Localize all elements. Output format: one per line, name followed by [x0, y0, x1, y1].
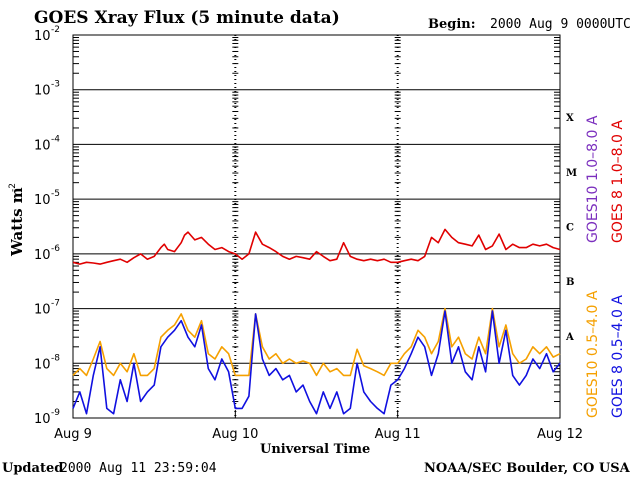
- chart-title: GOES Xray Flux (5 minute data): [34, 8, 340, 28]
- y-axis-label-sup: -2: [8, 183, 18, 192]
- y-tick-exponent: -6: [51, 244, 60, 254]
- y-tick-label: 10: [34, 193, 51, 208]
- updated-value: 2000 Aug 11 23:59:04: [60, 461, 217, 476]
- series-line: [72, 307, 561, 377]
- y-tick-label: 10: [34, 357, 51, 372]
- horizontal-gridlines: [73, 89, 560, 364]
- series-line: [72, 310, 561, 415]
- y-tick-label: 10: [34, 303, 51, 318]
- y-tick-exponent: -4: [51, 134, 60, 144]
- y-tick-exponent: -9: [51, 408, 60, 418]
- begin-value: 2000 Aug 9 0000UTC: [490, 17, 631, 32]
- x-tick-labels: Aug 9 Aug 10 Aug 11 Aug 12: [54, 410, 583, 442]
- y-tick-labels: 10-210-310-410-510-610-710-810-9: [34, 25, 60, 427]
- y-tick-label: 10: [34, 29, 51, 44]
- series-line: [72, 228, 561, 265]
- y-tick-label: 10: [34, 412, 51, 427]
- y-tick-label: 10: [34, 248, 51, 263]
- y-tick-exponent: -7: [51, 299, 60, 309]
- day-divider-lines: [234, 35, 399, 418]
- flare-class-label: B: [566, 277, 574, 288]
- y-tick-label: 10: [34, 138, 51, 153]
- series-lines: [72, 228, 561, 415]
- flare-class-label: X: [566, 113, 574, 124]
- legend: GOES10 1.0–8.0 A GOES10 0.5–4.0 A GOES 8 1…: [585, 115, 626, 418]
- y-tick-exponent: -5: [51, 189, 60, 199]
- begin-label: Begin:: [428, 17, 476, 32]
- y-tick-label: 10: [34, 84, 51, 99]
- x-tick-label: Aug 10: [212, 427, 258, 442]
- legend-entry: GOES10 0.5–4.0 A: [585, 290, 601, 418]
- y-axis-label-text: Watts m: [8, 187, 26, 257]
- flare-class-label: C: [566, 223, 574, 234]
- plot-frame: [72, 34, 561, 419]
- x-axis-label: Universal Time: [260, 442, 370, 457]
- y-tick-exponent: -8: [51, 353, 60, 363]
- flare-class-label: M: [566, 168, 577, 179]
- y-tick-exponent: -3: [51, 80, 60, 90]
- x-tick-label: Aug 9: [54, 427, 92, 442]
- y-axis-label: Watts m -2: [8, 183, 26, 257]
- x-tick-label: Aug 12: [537, 427, 583, 442]
- legend-entry: GOES10 1.0–8.0 A: [585, 115, 601, 243]
- updated-label: Updated: [2, 461, 63, 476]
- x-tick-label: Aug 11: [375, 427, 421, 442]
- flare-class-labels: X M C B A: [565, 113, 577, 343]
- legend-entry: GOES 8 1.0–8.0 A: [610, 120, 626, 243]
- legend-entry: GOES 8 0.5–4.0 A: [610, 295, 626, 418]
- flare-class-label: A: [565, 332, 574, 343]
- credit-text: NOAA/SEC Boulder, CO USA: [424, 461, 631, 476]
- y-tick-exponent: -2: [51, 25, 60, 35]
